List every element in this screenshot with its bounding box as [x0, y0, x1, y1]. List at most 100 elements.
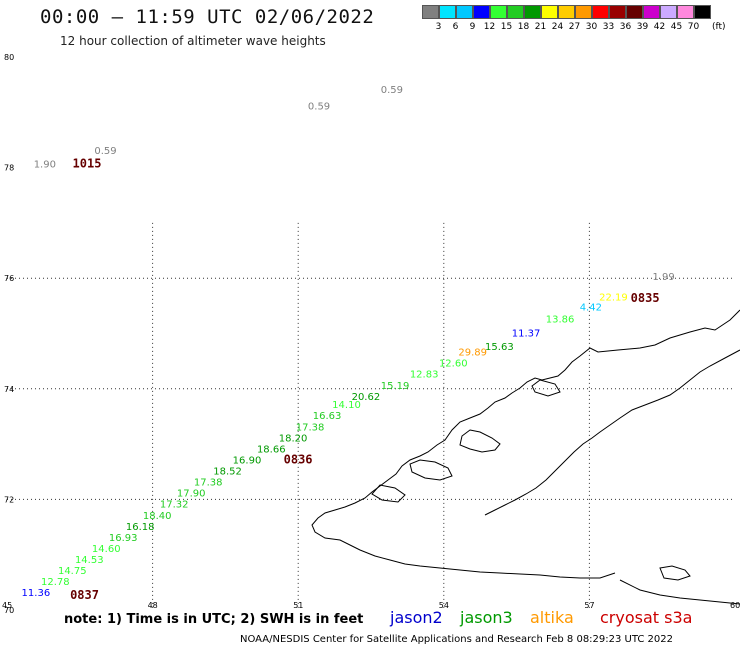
wave-height-label: 18.20: [279, 433, 308, 444]
lon-label: 51: [293, 601, 303, 610]
wave-height-label: 11.36: [22, 588, 51, 599]
lat-label: 74: [4, 385, 14, 394]
color-swatch: [643, 5, 660, 19]
wave-height-label: 18.40: [143, 511, 172, 522]
wave-height-label: 17.38: [194, 478, 223, 489]
coastline-inlet-1: [459, 429, 501, 453]
coastline-fjords: [484, 349, 740, 516]
wave-height-label: 16.90: [233, 455, 262, 466]
satellite-legend-item: jason2: [390, 608, 443, 627]
lat-label: 80: [4, 53, 14, 62]
coastline-inlet-4: [531, 379, 561, 397]
wave-height-label: 16.63: [313, 411, 342, 422]
color-swatch: [490, 5, 507, 19]
wave-height-label: 17.38: [296, 422, 325, 433]
color-scale-label: 30: [585, 22, 598, 32]
coastline-inlet-2: [409, 459, 453, 481]
lat-label: 70: [4, 606, 14, 615]
color-scale: [422, 5, 711, 19]
coastline-south: [619, 579, 740, 605]
wave-height-label: 15.63: [485, 342, 514, 353]
color-swatch: [609, 5, 626, 19]
color-swatch: [592, 5, 609, 19]
pass-time-label: 0836: [284, 452, 313, 466]
color-scale-label: 24: [551, 22, 564, 32]
color-swatch: [422, 5, 439, 19]
wave-height-label: 29.89: [458, 348, 487, 359]
color-scale-label: 21: [534, 22, 547, 32]
color-swatch: [439, 5, 456, 19]
wave-height-label: 16.93: [109, 533, 138, 544]
lon-label: 60: [730, 601, 740, 610]
wave-height-label: 0.59: [381, 85, 403, 96]
lon-label: 48: [148, 601, 158, 610]
wave-height-label: 17.32: [160, 500, 189, 511]
color-swatch: [660, 5, 677, 19]
wave-height-label: 16.18: [126, 522, 155, 533]
pass-time-label: 1015: [73, 157, 102, 171]
color-scale-label: 12: [483, 22, 496, 32]
scale-unit: (ft): [712, 22, 726, 32]
wave-height-label: 0.59: [94, 146, 116, 157]
color-scale-label: 3: [435, 22, 442, 32]
pass-time-label: 0835: [631, 291, 660, 305]
color-swatch: [473, 5, 490, 19]
wave-height-label: 12.60: [439, 359, 468, 370]
color-scale-label: 70: [687, 22, 700, 32]
color-scale-label: 33: [602, 22, 615, 32]
wave-height-label: 11.37: [512, 328, 541, 339]
wave-height-label: 18.52: [213, 467, 242, 478]
wave-height-label: 1.99: [652, 272, 674, 283]
wave-height-label: 14.53: [75, 555, 104, 566]
wave-height-label: 18.66: [257, 444, 286, 455]
satellite-legend-item: altika: [530, 608, 574, 627]
color-scale-label: 42: [653, 22, 666, 32]
wave-height-label: 12.78: [41, 577, 70, 588]
coastline: [311, 309, 740, 605]
color-scale-label: 27: [568, 22, 581, 32]
wave-height-label: 14.10: [332, 400, 361, 411]
color-swatch: [677, 5, 694, 19]
color-swatch: [626, 5, 643, 19]
coastline-island: [659, 565, 691, 581]
color-swatch: [575, 5, 592, 19]
wave-height-label: 14.75: [58, 566, 87, 577]
wave-height-label: 17.90: [177, 489, 206, 500]
coastline-greenland: [311, 309, 740, 579]
lat-label: 78: [4, 164, 14, 173]
footer-note: note: 1) Time is in UTC; 2) SWH is in fe…: [64, 612, 364, 627]
lon-label: 57: [584, 601, 594, 610]
lon-label: 45: [2, 601, 12, 610]
color-scale-label: 39: [636, 22, 649, 32]
wave-height-label: 20.62: [352, 392, 381, 403]
pass-time-label: 0837: [70, 588, 99, 602]
wave-height-label: 14.60: [92, 544, 121, 555]
color-scale-label: 15: [500, 22, 513, 32]
lat-label: 72: [4, 495, 14, 504]
color-scale-labels: 3 6 9 12 15 18 21 24 27 30 33 36 39 42 45 70: [422, 22, 702, 32]
satellite-legend-item: cryosat s3a: [600, 608, 693, 627]
color-swatch: [507, 5, 524, 19]
color-swatch: [456, 5, 473, 19]
wave-height-points: 0.590.590.591.901.9922.194.4213.8611.371…: [22, 85, 675, 599]
wave-height-label: 22.19: [599, 292, 628, 303]
grid-lines: [7, 222, 735, 610]
wave-height-label: 13.86: [546, 314, 575, 325]
lon-label: 54: [439, 601, 449, 610]
wave-height-label: 0.59: [308, 102, 330, 113]
lat-label: 76: [4, 274, 14, 283]
color-swatch: [558, 5, 575, 19]
footer-credit: NOAA/NESDIS Center for Satellite Applica…: [240, 634, 673, 645]
pass-time-labels: 1015 0835 0836 0837: [70, 157, 659, 602]
wave-height-label: 12.83: [410, 370, 439, 381]
color-scale-label: 6: [452, 22, 459, 32]
color-swatch: [694, 5, 711, 19]
wave-height-label: 15.19: [381, 381, 410, 392]
wave-height-label: 4.42: [580, 302, 602, 313]
color-swatch: [524, 5, 541, 19]
page-subtitle: 12 hour collection of altimeter wave hei…: [60, 34, 326, 48]
wave-height-label: 1.90: [34, 160, 56, 171]
color-scale-label: 45: [670, 22, 683, 32]
